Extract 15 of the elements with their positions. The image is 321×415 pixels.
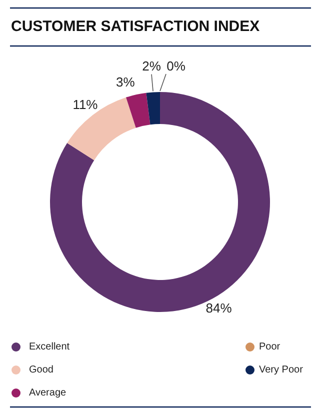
data-label: 11% bbox=[72, 97, 98, 112]
donut-slice bbox=[50, 92, 270, 312]
text: 0% bbox=[166, 58, 186, 74]
data-label: 3% bbox=[116, 74, 136, 90]
data-label: 84% bbox=[206, 300, 232, 316]
donut-slice bbox=[67, 97, 136, 160]
legend-label: Average bbox=[29, 388, 67, 399]
chart-title: CUSTOMER SATISFACTION INDEX bbox=[11, 18, 260, 35]
data-label: 2% bbox=[142, 58, 162, 74]
legend-label: Poor bbox=[259, 342, 281, 353]
legend-label: Excellent bbox=[29, 342, 70, 353]
donut-slice bbox=[126, 92, 150, 128]
donut-slice bbox=[146, 92, 160, 125]
legend-label: Good bbox=[29, 364, 54, 376]
legend-label: Very Poor bbox=[259, 364, 304, 376]
